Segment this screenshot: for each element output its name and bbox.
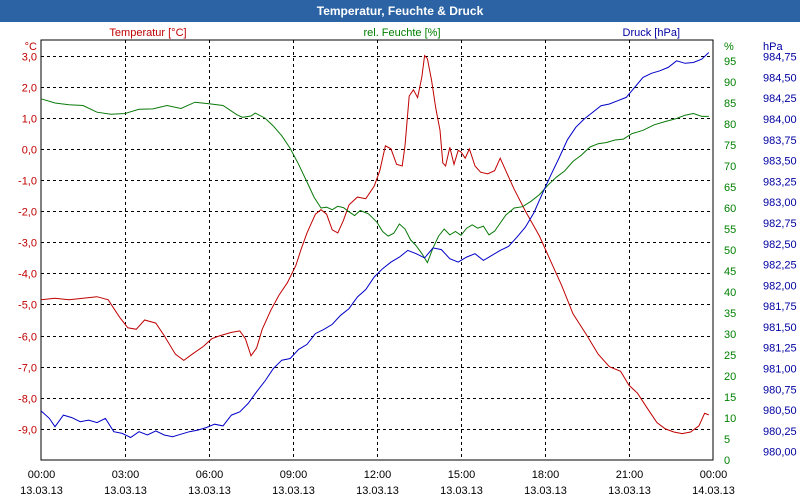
humidity-tick-label: 40 (724, 287, 736, 299)
x-tick-date: 13.03.13 (104, 485, 147, 497)
grid-lines (41, 40, 713, 460)
x-tick-time: 18:00 (532, 469, 560, 481)
x-tick-time: 12:00 (364, 469, 392, 481)
temp-tick-label: -6,0 (18, 332, 37, 344)
temp-tick-label: -5,0 (18, 300, 37, 312)
temp-tick-label: -1,0 (18, 176, 37, 188)
pressure-tick-label: 982,75 (763, 218, 797, 230)
humidity-tick-label: 25 (724, 350, 736, 362)
pressure-tick-label: 982,00 (763, 280, 797, 292)
temp-tick-label: -3,0 (18, 238, 37, 250)
temp-tick-label: -7,0 (18, 363, 37, 375)
temp-tick-label: 2,0 (22, 83, 37, 95)
humidity-tick-label: 20 (724, 371, 736, 383)
temp-tick-label: -8,0 (18, 394, 37, 406)
pressure-tick-label: 981,00 (763, 364, 797, 376)
humidity-tick-label: 0 (724, 455, 730, 467)
x-tick-time: 03:00 (112, 469, 140, 481)
humidity-tick-label: 35 (724, 308, 736, 320)
temp-tick-label: -9,0 (18, 425, 37, 437)
pressure-tick-label: 982,25 (763, 260, 797, 272)
pressure-tick-label: 983,00 (763, 197, 797, 209)
pressure-tick-label: 980,25 (763, 426, 797, 438)
pressure-tick-label: 980,00 (763, 447, 797, 459)
temp-tick-label: 0,0 (22, 145, 37, 157)
series-name-label: Druck [hPa] (623, 27, 680, 39)
x-tick-time: 09:00 (280, 469, 308, 481)
x-tick-date: 13.03.13 (188, 485, 231, 497)
humidity-tick-label: 50 (724, 245, 736, 257)
humidity-tick-label: 30 (724, 329, 736, 341)
pressure-tick-label: 984,25 (763, 93, 797, 105)
series-lines (40, 52, 710, 439)
series-line-press (40, 52, 710, 439)
pressure-tick-label: 984,00 (763, 114, 797, 126)
pressure-unit-label: hPa (763, 41, 783, 53)
pressure-tick-label: 984,50 (763, 72, 797, 84)
humidity-tick-label: 80 (724, 119, 736, 131)
pressure-tick-label: 983,50 (763, 156, 797, 168)
humidity-tick-label: 95 (724, 56, 736, 68)
x-tick-time: 00:00 (700, 469, 728, 481)
series-name-label: Temperatur [°C] (109, 27, 186, 39)
temp-tick-label: -2,0 (18, 207, 37, 219)
humidity-tick-label: 75 (724, 140, 736, 152)
x-tick-time: 00:00 (28, 469, 56, 481)
series-name-label: rel. Feuchte [%] (363, 27, 440, 39)
humidity-tick-label: 70 (724, 161, 736, 173)
humidity-tick-label: 60 (724, 203, 736, 215)
pressure-tick-label: 984,75 (763, 52, 797, 64)
humidity-tick-label: 10 (724, 413, 736, 425)
pressure-tick-label: 981,50 (763, 322, 797, 334)
humidity-tick-label: 85 (724, 98, 736, 110)
x-tick-time: 21:00 (616, 469, 644, 481)
humidity-tick-label: 5 (724, 434, 730, 446)
x-tick-time: 06:00 (196, 469, 224, 481)
humidity-tick-label: 55 (724, 224, 736, 236)
pressure-tick-label: 980,50 (763, 405, 797, 417)
series-line-temp (40, 54, 709, 435)
chart-title: Temperatur, Feuchte & Druck (0, 0, 800, 22)
humidity-tick-label: 90 (724, 77, 736, 89)
x-tick-date: 13.03.13 (356, 485, 399, 497)
x-tick-date: 13.03.13 (20, 485, 63, 497)
x-axis-ticks: 00:00 13.03.13 03:00 13.03.13 06:00 13.03.13 0… (20, 469, 735, 497)
plot-frame (40, 39, 714, 461)
pressure-tick-label: 981,25 (763, 343, 797, 355)
x-tick-time: 15:00 (448, 469, 476, 481)
x-tick-date: 13.03.13 (608, 485, 651, 497)
pressure-tick-label: 982,50 (763, 239, 797, 251)
pressure-tick-label: 983,25 (763, 176, 797, 188)
temp-tick-label: 3,0 (22, 52, 37, 64)
y-axis-ticks: 3,0 2,0 1,0 0,0 -1,0 -2,0 -3,0 -4,0 -5,0 -6,0 -7,0… (18, 52, 797, 468)
pressure-tick-label: 981,75 (763, 301, 797, 313)
x-tick-date: 14.03.13 (692, 485, 735, 497)
temp-tick-label: -4,0 (18, 269, 37, 281)
x-tick-date: 13.03.13 (440, 485, 483, 497)
pressure-tick-label: 983,75 (763, 135, 797, 147)
pressure-tick-label: 980,75 (763, 384, 797, 396)
x-tick-date: 13.03.13 (272, 485, 315, 497)
humidity-tick-label: 45 (724, 266, 736, 278)
humidity-unit-label: % (724, 41, 734, 53)
series-line-hum (40, 98, 709, 264)
humidity-tick-label: 65 (724, 182, 736, 194)
humidity-tick-label: 15 (724, 392, 736, 404)
temp-tick-label: 1,0 (22, 114, 37, 126)
temp-unit-label: °C (25, 41, 37, 53)
chart-canvas: 3,0 2,0 1,0 0,0 -1,0 -2,0 -3,0 -4,0 -5,0 -6,0 -7,0… (18, 27, 797, 497)
x-tick-date: 13.03.13 (524, 485, 567, 497)
axis-headers: °C% hPa Temperatur [°C] rel. Feuchte [%] Dru… (25, 27, 784, 53)
